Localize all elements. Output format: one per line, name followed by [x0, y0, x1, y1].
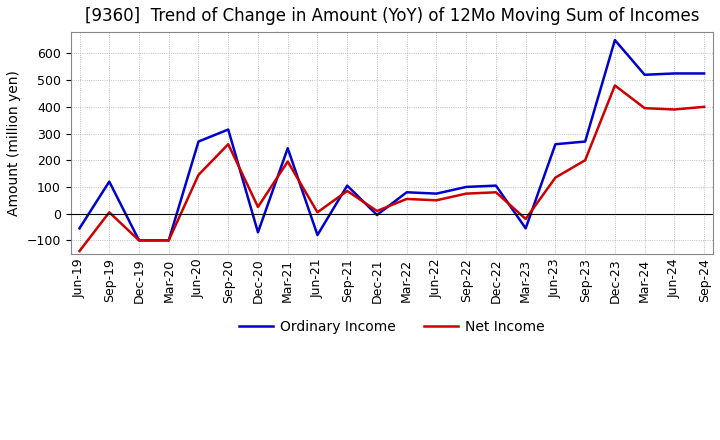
- Ordinary Income: [105, 179, 114, 184]
- Ordinary Income: [343, 183, 351, 188]
- Ordinary Income: [164, 238, 173, 243]
- Ordinary Income: [75, 226, 84, 231]
- Net Income: [521, 216, 530, 222]
- Line: Net Income: Net Income: [79, 85, 704, 251]
- Net Income: [402, 196, 411, 202]
- Net Income: [313, 210, 322, 215]
- Ordinary Income: [581, 139, 590, 144]
- Ordinary Income: [521, 226, 530, 231]
- Net Income: [611, 83, 619, 88]
- Net Income: [75, 249, 84, 254]
- Ordinary Income: [700, 71, 708, 76]
- Ordinary Income: [611, 37, 619, 43]
- Ordinary Income: [551, 142, 559, 147]
- Net Income: [253, 204, 262, 209]
- Ordinary Income: [432, 191, 441, 196]
- Ordinary Income: [253, 230, 262, 235]
- Line: Ordinary Income: Ordinary Income: [79, 40, 704, 240]
- Net Income: [551, 175, 559, 180]
- Net Income: [492, 190, 500, 195]
- Net Income: [432, 198, 441, 203]
- Net Income: [373, 208, 382, 213]
- Ordinary Income: [224, 127, 233, 132]
- Net Income: [164, 238, 173, 243]
- Y-axis label: Amount (million yen): Amount (million yen): [7, 70, 21, 216]
- Ordinary Income: [670, 71, 679, 76]
- Net Income: [284, 159, 292, 164]
- Net Income: [640, 106, 649, 111]
- Net Income: [462, 191, 470, 196]
- Ordinary Income: [402, 190, 411, 195]
- Ordinary Income: [640, 72, 649, 77]
- Title: [9360]  Trend of Change in Amount (YoY) of 12Mo Moving Sum of Incomes: [9360] Trend of Change in Amount (YoY) o…: [84, 7, 699, 25]
- Net Income: [194, 172, 203, 178]
- Net Income: [581, 158, 590, 163]
- Net Income: [343, 188, 351, 194]
- Ordinary Income: [373, 213, 382, 218]
- Net Income: [670, 107, 679, 112]
- Net Income: [224, 142, 233, 147]
- Net Income: [700, 104, 708, 110]
- Ordinary Income: [462, 184, 470, 190]
- Net Income: [135, 238, 143, 243]
- Ordinary Income: [135, 238, 143, 243]
- Net Income: [105, 210, 114, 215]
- Ordinary Income: [492, 183, 500, 188]
- Legend: Ordinary Income, Net Income: Ordinary Income, Net Income: [233, 315, 551, 340]
- Ordinary Income: [313, 232, 322, 238]
- Ordinary Income: [284, 146, 292, 151]
- Ordinary Income: [194, 139, 203, 144]
